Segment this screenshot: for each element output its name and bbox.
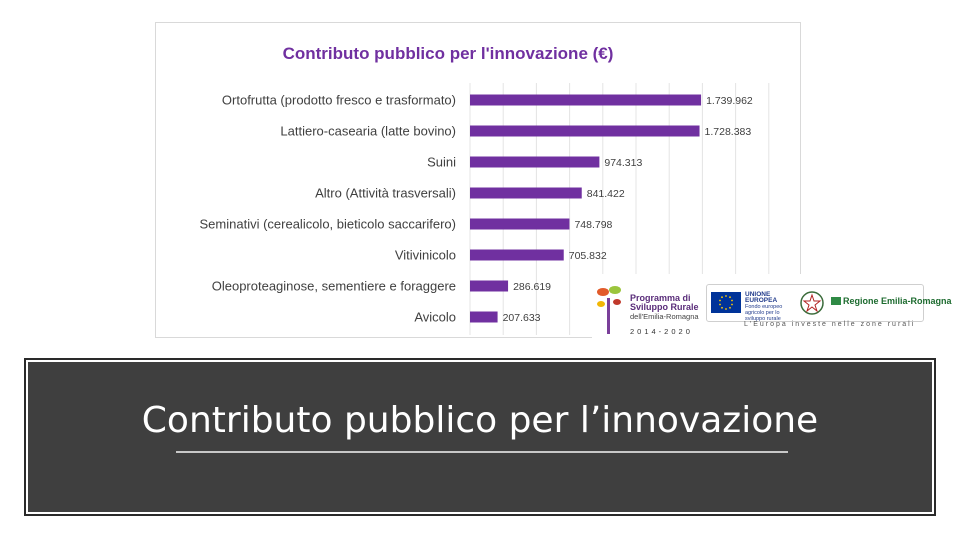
region-mark-icon — [831, 297, 841, 305]
value-label: 841.422 — [587, 188, 625, 200]
category-label: Suini — [427, 155, 456, 170]
eu-tagline: L'Europa investe nelle zone rurali — [744, 321, 916, 328]
bars: Ortofrutta (prodotto fresco e trasformat… — [200, 93, 753, 325]
psr-line-2: Sviluppo Rurale — [630, 302, 699, 312]
psr-text: Programma di Sviluppo Rurale dell'Emilia… — [630, 293, 699, 322]
banner-underline — [176, 451, 788, 453]
region-name: Regione Emilia-Romagna — [843, 296, 952, 306]
category-label: Avicolo — [414, 310, 456, 325]
bar — [470, 94, 702, 106]
psr-years: 2014-2020 — [630, 327, 693, 336]
category-label: Vitivinicolo — [395, 248, 456, 263]
bar — [470, 249, 564, 261]
category-label: Ortofrutta (prodotto fresco e trasformat… — [222, 93, 456, 108]
bar — [470, 156, 600, 168]
bar-chart: Contributo pubblico per l'innovazione (€… — [200, 44, 770, 335]
category-label: Seminativi (cerealicolo, bieticolo sacca… — [200, 217, 457, 232]
banner-title: Contributo pubblico per l’innovazione — [141, 400, 819, 441]
value-label: 1.728.383 — [705, 126, 752, 138]
eu-text: UNIONE EUROPEA Fondo europeo agricolo pe… — [745, 291, 791, 322]
title-banner: Contributo pubblico per l’innovazione — [24, 358, 936, 516]
eu-fund: Fondo europeo agricolo per lo sviluppo r… — [745, 304, 783, 322]
psr-line-1: Programma di — [630, 293, 691, 303]
psr-logo: Programma di Sviluppo Rurale dell'Emilia… — [596, 280, 704, 336]
value-label: 974.313 — [604, 157, 642, 169]
value-label: 286.619 — [513, 281, 551, 293]
eu-name: UNIONE EUROPEA — [745, 291, 778, 304]
chart-panel: Contributo pubblico per l'innovazione (€… — [155, 22, 801, 338]
category-label: Oleoproteaginose, sementiere e foraggere — [212, 279, 456, 294]
bar — [470, 280, 509, 292]
bar — [470, 311, 498, 323]
value-label: 705.832 — [569, 250, 607, 262]
logo-strip: Programma di Sviluppo Rurale dell'Emilia… — [592, 274, 952, 338]
category-label: Lattiero-casearia (latte bovino) — [280, 124, 456, 139]
bar — [470, 125, 700, 137]
partners-logos: UNIONE EUROPEA Fondo europeo agricolo pe… — [706, 284, 952, 322]
psr-line-3: dell'Emilia-Romagna — [630, 312, 699, 321]
region-logo: Regione Emilia-Romagna — [831, 296, 952, 306]
bar — [470, 187, 582, 199]
value-label: 207.633 — [503, 312, 541, 324]
category-label: Altro (Attività trasversali) — [315, 186, 456, 201]
value-label: 1.739.962 — [706, 95, 753, 107]
eu-flag-icon — [711, 292, 741, 313]
sprout-icon — [597, 286, 621, 334]
value-label: 748.798 — [574, 219, 612, 231]
italian-emblem-icon — [800, 291, 824, 315]
chart-title: Contributo pubblico per l'innovazione (€… — [283, 44, 614, 63]
bar — [470, 218, 570, 230]
